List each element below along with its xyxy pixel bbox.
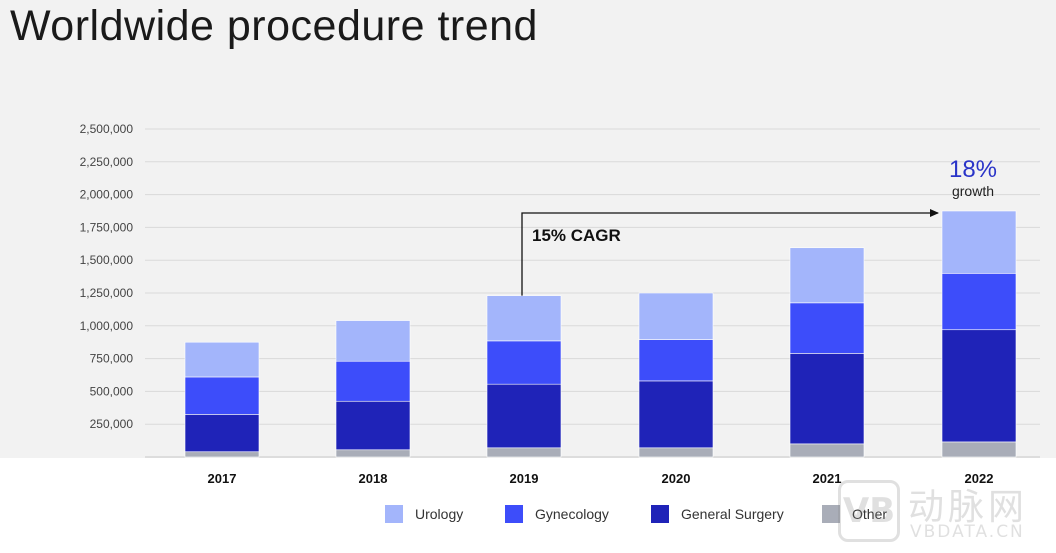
- y-tick-label: 750,000: [90, 352, 134, 366]
- legend-item-gynecology: Gynecology: [505, 505, 609, 523]
- x-tick-label: 2018: [359, 471, 388, 486]
- y-tick-label: 1,000,000: [80, 319, 134, 333]
- bar-segment-general-surgery-2017: [184, 414, 260, 453]
- bar-segment-urology-2020: [638, 292, 714, 340]
- y-tick-label: 2,000,000: [80, 188, 134, 202]
- bar-segment-other-2022: [941, 441, 1017, 458]
- bar-segment-urology-2021: [789, 247, 865, 304]
- watermark-en-text: VBDATA.CN: [910, 522, 1025, 542]
- bar-segment-general-surgery-2022: [941, 329, 1017, 443]
- bar-segment-general-surgery-2021: [789, 353, 865, 445]
- bar-segment-gynecology-2019: [486, 340, 562, 385]
- bar-segment-urology-2017: [184, 341, 260, 378]
- y-tick-label: 1,500,000: [80, 253, 134, 267]
- legend-swatch-urology: [385, 505, 403, 523]
- y-tick-label: 2,250,000: [80, 155, 134, 169]
- cagr-arrow-head: [930, 209, 939, 217]
- legend-swatch-general-surgery: [651, 505, 669, 523]
- legend-label-urology: Urology: [415, 506, 464, 522]
- bar-segment-general-surgery-2018: [335, 400, 411, 451]
- legend-item-other: Other: [822, 505, 887, 523]
- y-tick-label: 250,000: [90, 417, 134, 431]
- bar-segment-general-surgery-2019: [486, 383, 562, 449]
- bar-segment-other-2017: [184, 451, 260, 458]
- watermark-logo: VB: [838, 480, 900, 542]
- bar-segment-gynecology-2022: [941, 273, 1017, 331]
- chart-legend: Urology Gynecology General Surgery Other: [0, 505, 1056, 527]
- cagr-arrow-line: [521, 212, 938, 296]
- bar-segment-gynecology-2021: [789, 302, 865, 354]
- legend-label-other: Other: [852, 506, 888, 522]
- x-tick-label: 2019: [510, 471, 539, 486]
- legend-label-general-surgery: General Surgery: [681, 506, 784, 522]
- bar-segment-gynecology-2020: [638, 339, 714, 382]
- y-tick-label: 500,000: [90, 384, 134, 398]
- bar-segment-general-surgery-2020: [638, 380, 714, 449]
- watermark: VB 动脉网 VBDATA.CN: [838, 478, 1048, 548]
- legend-item-urology: Urology: [385, 505, 463, 523]
- growth-label: growth: [952, 183, 994, 199]
- cagr-label: 15% CAGR: [532, 226, 621, 245]
- y-tick-label: 2,500,000: [80, 122, 134, 136]
- legend-label-gynecology: Gynecology: [535, 506, 609, 522]
- chart-footer-band: [0, 458, 1056, 553]
- y-tick-label: 1,750,000: [80, 220, 134, 234]
- bar-segment-other-2021: [789, 443, 865, 458]
- legend-swatch-gynecology: [505, 505, 523, 523]
- bar-segment-urology-2022: [941, 210, 1017, 274]
- legend-item-general-surgery: General Surgery: [651, 505, 784, 523]
- x-tick-label: 2017: [208, 471, 237, 486]
- x-tick-label: 2020: [662, 471, 691, 486]
- y-tick-label: 1,250,000: [80, 286, 134, 300]
- bar-segment-other-2019: [486, 447, 562, 458]
- bar-segment-urology-2018: [335, 320, 411, 362]
- growth-value: 18%: [949, 156, 997, 183]
- bar-segment-gynecology-2018: [335, 360, 411, 402]
- x-tick-label: 2022: [965, 471, 994, 486]
- bar-segment-gynecology-2017: [184, 376, 260, 415]
- bar-segment-other-2020: [638, 447, 714, 458]
- bar-segment-other-2018: [335, 449, 411, 458]
- watermark-cn-text: 动脉网: [908, 487, 1029, 528]
- legend-swatch-other: [822, 505, 840, 523]
- x-tick-label: 2021: [813, 471, 842, 486]
- bar-segment-urology-2019: [486, 295, 562, 342]
- page-title: Worldwide procedure trend: [10, 2, 538, 50]
